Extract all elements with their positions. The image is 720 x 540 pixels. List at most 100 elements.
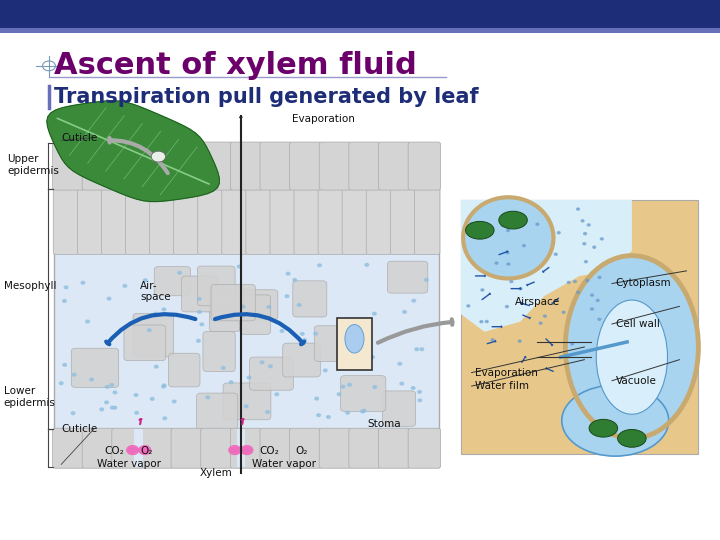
- Circle shape: [162, 385, 166, 388]
- Circle shape: [415, 348, 418, 350]
- Circle shape: [300, 333, 304, 335]
- Circle shape: [222, 367, 225, 369]
- Circle shape: [523, 245, 526, 247]
- Circle shape: [198, 310, 202, 313]
- Circle shape: [510, 280, 513, 282]
- Text: Cell wall: Cell wall: [616, 319, 660, 329]
- Text: Mesophyll: Mesophyll: [4, 281, 56, 291]
- FancyBboxPatch shape: [270, 188, 295, 254]
- FancyBboxPatch shape: [246, 188, 271, 254]
- Circle shape: [63, 363, 66, 366]
- Circle shape: [470, 222, 473, 225]
- Circle shape: [100, 408, 104, 411]
- Text: Water vapor: Water vapor: [97, 460, 161, 469]
- Text: O₂: O₂: [140, 446, 153, 456]
- Circle shape: [598, 276, 601, 279]
- FancyBboxPatch shape: [211, 285, 256, 321]
- Circle shape: [247, 376, 251, 379]
- Circle shape: [574, 280, 577, 282]
- Circle shape: [495, 262, 498, 264]
- Circle shape: [105, 386, 109, 388]
- Text: Stoma: Stoma: [367, 419, 401, 429]
- FancyBboxPatch shape: [112, 142, 144, 190]
- Circle shape: [506, 252, 509, 254]
- Circle shape: [110, 383, 114, 386]
- Circle shape: [148, 329, 151, 332]
- Text: CO₂: CO₂: [259, 446, 279, 456]
- FancyBboxPatch shape: [133, 313, 174, 357]
- FancyBboxPatch shape: [387, 261, 428, 293]
- Circle shape: [303, 339, 307, 341]
- Circle shape: [598, 318, 600, 320]
- Circle shape: [402, 310, 406, 313]
- Circle shape: [327, 416, 330, 418]
- Circle shape: [467, 305, 469, 307]
- Circle shape: [241, 446, 253, 455]
- Circle shape: [134, 394, 138, 396]
- FancyBboxPatch shape: [198, 188, 223, 254]
- Circle shape: [139, 446, 150, 455]
- FancyBboxPatch shape: [341, 376, 386, 411]
- FancyBboxPatch shape: [349, 428, 382, 468]
- Circle shape: [577, 291, 580, 293]
- Circle shape: [590, 308, 593, 310]
- Circle shape: [81, 281, 85, 284]
- Circle shape: [275, 393, 279, 396]
- Text: Ascent of xylem fluid: Ascent of xylem fluid: [54, 51, 417, 80]
- Circle shape: [557, 232, 560, 234]
- Circle shape: [420, 348, 423, 350]
- Circle shape: [585, 261, 588, 263]
- Circle shape: [593, 246, 595, 248]
- Circle shape: [361, 410, 364, 413]
- FancyBboxPatch shape: [382, 391, 415, 426]
- Circle shape: [229, 446, 240, 455]
- Circle shape: [163, 384, 166, 387]
- Circle shape: [584, 233, 587, 235]
- Circle shape: [297, 303, 301, 306]
- Circle shape: [398, 362, 402, 365]
- Circle shape: [241, 446, 253, 455]
- FancyBboxPatch shape: [82, 142, 114, 190]
- FancyBboxPatch shape: [319, 142, 352, 190]
- Circle shape: [113, 391, 117, 394]
- Circle shape: [267, 306, 271, 308]
- Circle shape: [151, 151, 166, 162]
- Circle shape: [583, 242, 586, 245]
- Circle shape: [71, 412, 75, 415]
- Circle shape: [197, 298, 201, 300]
- Circle shape: [178, 272, 181, 274]
- Circle shape: [63, 300, 66, 302]
- Circle shape: [206, 396, 210, 399]
- FancyBboxPatch shape: [222, 188, 248, 254]
- Circle shape: [123, 285, 127, 287]
- Circle shape: [200, 323, 204, 326]
- FancyBboxPatch shape: [125, 188, 151, 254]
- Circle shape: [260, 361, 264, 363]
- Circle shape: [518, 340, 521, 342]
- Circle shape: [400, 382, 404, 385]
- FancyBboxPatch shape: [250, 357, 293, 390]
- Circle shape: [554, 253, 557, 255]
- Text: Cytoplasm: Cytoplasm: [616, 279, 671, 288]
- Circle shape: [163, 417, 166, 420]
- FancyBboxPatch shape: [124, 325, 166, 361]
- Bar: [337, 318, 372, 370]
- FancyBboxPatch shape: [319, 428, 352, 468]
- FancyBboxPatch shape: [315, 326, 349, 361]
- FancyBboxPatch shape: [71, 348, 119, 387]
- Circle shape: [64, 286, 68, 289]
- Circle shape: [318, 264, 321, 267]
- Circle shape: [337, 393, 341, 396]
- Circle shape: [501, 225, 504, 227]
- FancyBboxPatch shape: [53, 188, 78, 254]
- Circle shape: [172, 400, 176, 403]
- Circle shape: [491, 339, 494, 341]
- Circle shape: [372, 312, 376, 315]
- Bar: [54, 429, 439, 467]
- Polygon shape: [47, 101, 220, 201]
- Text: Evaporation: Evaporation: [292, 114, 354, 124]
- Circle shape: [107, 298, 111, 300]
- Circle shape: [600, 238, 603, 240]
- Circle shape: [586, 280, 589, 282]
- FancyBboxPatch shape: [260, 428, 292, 468]
